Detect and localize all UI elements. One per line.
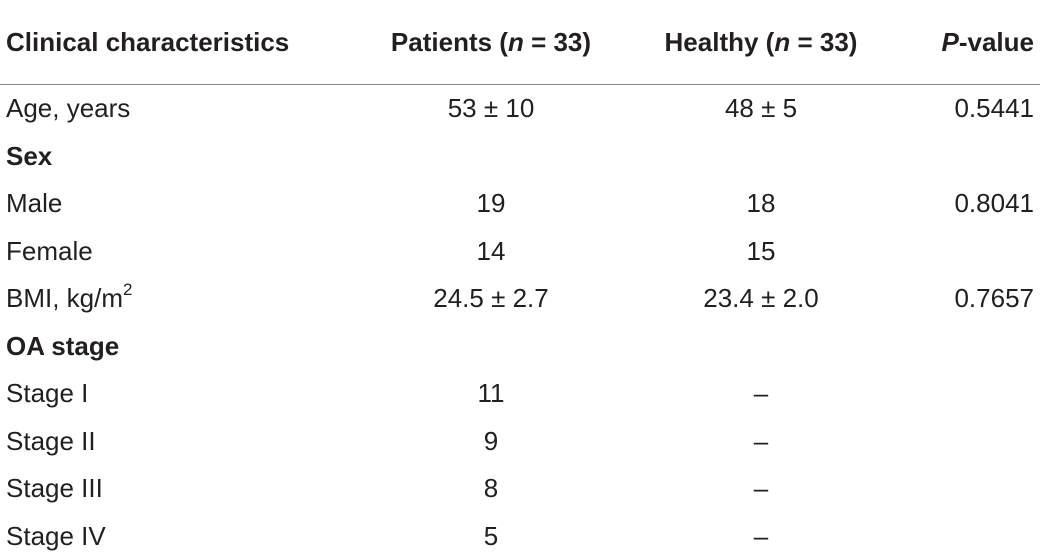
table-row-age: Age, years 53 ± 10 48 ± 5 0.5441 (0, 85, 1040, 133)
table-row-stage-i: Stage I 11 – (0, 370, 1040, 418)
superscript: 2 (123, 280, 132, 299)
table-row-stage-iv: Stage IV 5 – (0, 513, 1040, 560)
patients-cell: 8 (360, 465, 622, 513)
p-value-cell (900, 370, 1040, 418)
patients-cell: 14 (360, 228, 622, 276)
header-healthy: Healthy (n = 33) (622, 0, 900, 85)
patients-cell: 19 (360, 180, 622, 228)
healthy-cell: – (622, 513, 900, 560)
healthy-cell: 15 (622, 228, 900, 276)
row-label: Male (0, 180, 360, 228)
table-row-bmi: BMI, kg/m2 24.5 ± 2.7 23.4 ± 2.0 0.7657 (0, 275, 1040, 323)
table-header-row: Clinical characteristics Patients (n = 3… (0, 0, 1040, 85)
table-row-stage-ii: Stage II 9 – (0, 418, 1040, 466)
row-label: Stage I (0, 370, 360, 418)
healthy-cell: 23.4 ± 2.0 (622, 275, 900, 323)
section-header-sex: Sex (0, 133, 1040, 181)
p-value-cell (900, 418, 1040, 466)
header-clinical-characteristics: Clinical characteristics (0, 0, 360, 85)
row-label: Stage II (0, 418, 360, 466)
header-patients: Patients (n = 33) (360, 0, 622, 85)
section-label: OA stage (0, 323, 360, 371)
patients-cell: 9 (360, 418, 622, 466)
section-header-oa-stage: OA stage (0, 323, 1040, 371)
patients-cell: 11 (360, 370, 622, 418)
healthy-cell: – (622, 465, 900, 513)
row-label: Female (0, 228, 360, 276)
healthy-cell: 48 ± 5 (622, 85, 900, 133)
patients-cell: 53 ± 10 (360, 85, 622, 133)
row-label: Age, years (0, 85, 360, 133)
table-row-female: Female 14 15 (0, 228, 1040, 276)
table-row-male: Male 19 18 0.8041 (0, 180, 1040, 228)
header-p-value: P-value (900, 0, 1040, 85)
p-value-cell: 0.7657 (900, 275, 1040, 323)
row-label: Stage IV (0, 513, 360, 560)
patients-cell: 5 (360, 513, 622, 560)
healthy-cell: – (622, 418, 900, 466)
row-label: BMI, kg/m2 (0, 275, 360, 323)
p-value-cell: 0.5441 (900, 85, 1040, 133)
healthy-cell: – (622, 370, 900, 418)
p-value-cell: 0.8041 (900, 180, 1040, 228)
p-value-cell (900, 228, 1040, 276)
healthy-cell: 18 (622, 180, 900, 228)
patients-cell: 24.5 ± 2.7 (360, 275, 622, 323)
row-label: Stage III (0, 465, 360, 513)
table-row-stage-iii: Stage III 8 – (0, 465, 1040, 513)
p-value-cell (900, 465, 1040, 513)
section-label: Sex (0, 133, 360, 181)
p-value-cell (900, 513, 1040, 560)
